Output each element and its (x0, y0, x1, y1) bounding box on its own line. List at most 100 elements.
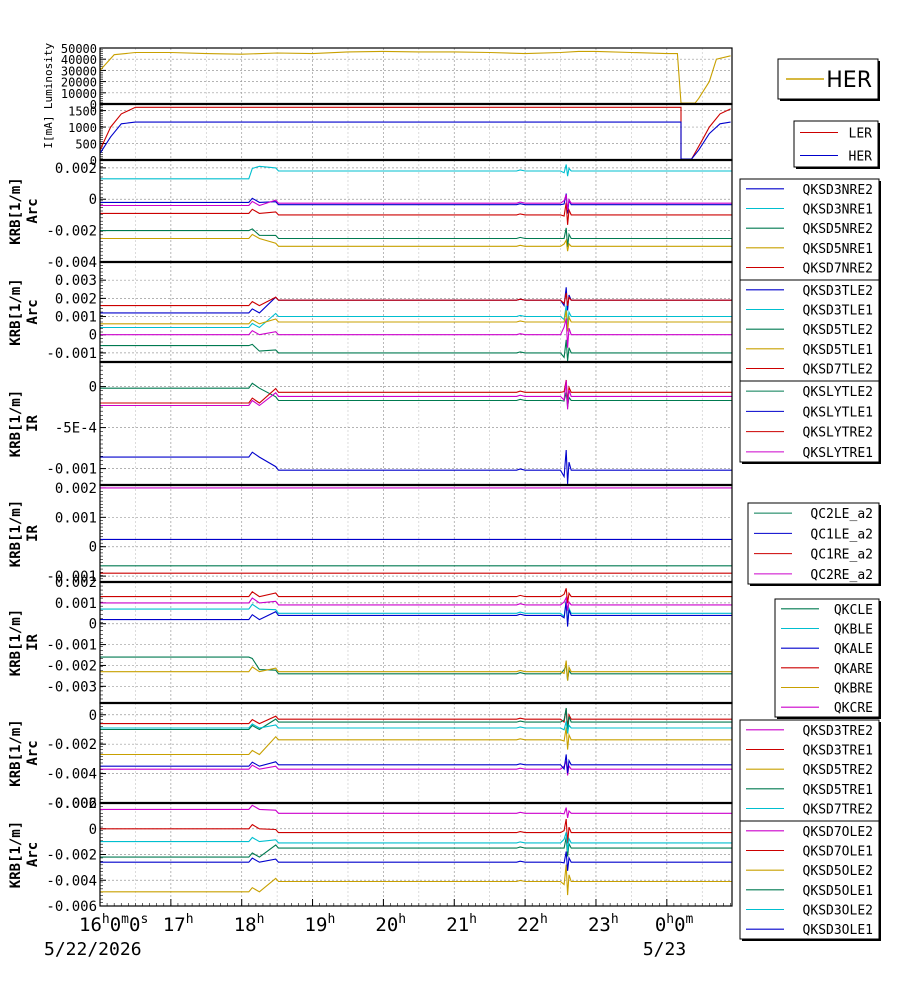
y-axis-label: I[mA] (42, 115, 55, 148)
y-tick-label: -0.004 (46, 255, 97, 271)
y-tick-label: -0.002 (46, 737, 97, 753)
series-line-QKCLE (100, 656, 732, 681)
x-tick-label: 20h (375, 912, 406, 936)
series-line-QKSD7NRE2 (100, 202, 732, 225)
panel-frame (99, 702, 733, 804)
legend-label: QKSD3NRE1 (803, 203, 873, 218)
legend-box (739, 820, 880, 940)
series-line-QKSD3OLE1 (100, 851, 732, 871)
y-tick-label: 0 (89, 822, 97, 838)
legend-label: QKSD3TLE2 (803, 284, 873, 299)
legend-box (739, 279, 880, 399)
legend-label: QKSD3TRE2 (803, 724, 873, 739)
legend-label: QKSD5NRE1 (803, 242, 873, 257)
series-line-QKBRE (100, 660, 732, 681)
legend-label: QKARE (834, 662, 873, 677)
legend-label: QKSD7NRE2 (803, 262, 873, 277)
y-axis-sublabel: Arc (25, 842, 41, 867)
panel-frame (99, 261, 733, 363)
y-tick-label: -0.003 (46, 679, 97, 695)
legend-label: QKSD7OLE2 (803, 825, 873, 840)
series-line-QKSD5TLE2 (100, 339, 732, 362)
y-tick-label: 500 (75, 138, 97, 152)
legend-box (774, 598, 880, 718)
y-tick-label: 0 (89, 708, 97, 724)
y-tick-label: 1000 (68, 121, 97, 135)
legend-label: QKSLYTLE2 (803, 385, 873, 400)
series-line-QKSD3NRE1 (100, 164, 732, 180)
y-tick-label: 0 (89, 540, 97, 556)
x-date-label: 5/22/2026 (44, 939, 142, 960)
y-axis-sublabel: Arc (25, 299, 41, 324)
series-line-QKSLYTRE2 (100, 379, 732, 404)
legend-label: HER (849, 150, 873, 165)
series-line-QKSD5OLE2 (100, 864, 732, 896)
series-line-QKSD5TLE1 (100, 310, 732, 332)
y-axis-label: KRB[1/m] (8, 719, 24, 786)
y-tick-label: -0.002 (46, 224, 97, 240)
series-line-QKSD5OLE1 (100, 837, 732, 858)
legend-label: LER (849, 127, 873, 142)
y-tick-label: -0.002 (46, 658, 97, 674)
x-tick-label: 18h (234, 912, 265, 936)
legend-label: QKSD3NRE2 (803, 183, 873, 198)
legend-label: QC1LE_a2 (810, 527, 873, 542)
y-axis-label: KRB[1/m] (8, 500, 24, 567)
panel-frame (99, 484, 733, 583)
x-tick-label: 19h (305, 912, 336, 936)
series-line-QKSD3TLE1 (100, 305, 732, 329)
legend-label: QKSD7OLE1 (803, 845, 873, 860)
y-tick-label: 0.001 (55, 310, 97, 326)
y-tick-label: 0 (89, 617, 97, 633)
series-line-QKSD3OLE2 (100, 832, 732, 852)
legend-label: QKSD3TLE1 (803, 304, 873, 319)
y-tick-label: 30000 (61, 64, 97, 78)
series-line-QKSD7TRE2 (100, 721, 732, 734)
y-tick-label: 0 (89, 192, 97, 208)
legend-label: QKSD7TRE2 (803, 803, 873, 818)
legend-label: QC2RE_a2 (810, 568, 873, 583)
series-line-QKSD5NRE1 (100, 233, 732, 252)
legend-box (739, 380, 880, 463)
legend-label: HER (826, 68, 872, 93)
y-tick-label: 1500 (68, 105, 97, 119)
legend-label: QKSLYTRE2 (803, 426, 873, 441)
y-axis-label: Luminosity (42, 43, 55, 110)
y-tick-label: 0.001 (55, 510, 97, 526)
series-line-QKSD5TRE1 (100, 707, 732, 734)
series-line-QKSD7TRE1 (100, 754, 732, 774)
legend-label: QKSD3OLE1 (803, 923, 873, 938)
y-axis-label: KRB[1/m] (8, 609, 24, 676)
series-line-QKARE (100, 588, 732, 604)
series-line-HER (99, 121, 731, 160)
y-tick-label: -0.004 (46, 873, 97, 889)
series-line-QKCRE (100, 595, 732, 611)
y-tick-label: 0.003 (55, 273, 97, 289)
y-axis-label: KRB[1/m] (8, 821, 24, 888)
legend-label: QKSD5OLE1 (803, 884, 873, 899)
y-tick-label: -0.001 (46, 638, 97, 654)
legend-label: QKSD5TRE2 (803, 763, 873, 778)
y-axis-sublabel: IR (25, 634, 41, 651)
y-tick-label: -0.002 (46, 848, 97, 864)
legend-label: QKSD7TLE2 (803, 363, 873, 378)
x-tick-label: 17h (163, 912, 194, 936)
y-tick-label: -0.001 (46, 462, 97, 478)
series-line-QKSD7TLE1 (100, 318, 732, 348)
y-tick-label: 0.002 (55, 575, 97, 591)
x-tick-label: 23h (588, 912, 619, 936)
y-axis-sublabel: Arc (25, 198, 41, 223)
legend-label: QKSD5TRE1 (803, 783, 873, 798)
y-tick-label: 0 (90, 154, 97, 168)
legend-label: QKBRE (834, 682, 873, 697)
legend-label: QKSD5TLE1 (803, 343, 873, 358)
y-tick-label: -0.001 (46, 346, 97, 362)
legend-label: QC2LE_a2 (810, 507, 873, 522)
y-axis-sublabel: IR (25, 525, 41, 542)
panel-frame (99, 361, 733, 486)
y-tick-label: 0 (89, 328, 97, 344)
y-tick-label: 10000 (61, 87, 97, 101)
y-tick-label: 0.002 (55, 291, 97, 307)
legend-box (747, 502, 880, 585)
